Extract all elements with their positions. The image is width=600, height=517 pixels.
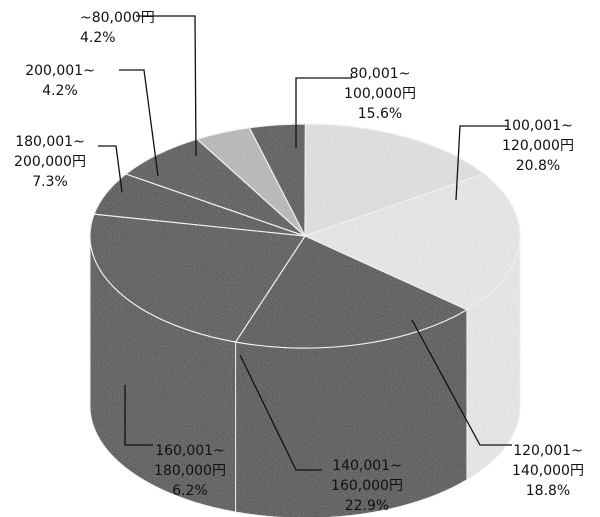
slice-range: 140,001~	[332, 458, 402, 474]
slice-range: 200,001~	[25, 63, 95, 79]
slice-label-7: 180,001~ 200,000円 7.3%	[14, 134, 86, 190]
slice-percent: 4.2%	[42, 83, 78, 99]
slice-label-2: 80,001~ 100,000円 15.6%	[344, 66, 416, 122]
slice-range: 140,000円	[512, 463, 584, 479]
pie-slice-4	[234, 235, 469, 349]
slice-label-3: 100,001~ 120,000円 20.8%	[502, 118, 574, 174]
leader-line-2	[295, 77, 352, 148]
slice-range: 160,000円	[331, 478, 403, 494]
leader-line-8	[119, 69, 159, 177]
slice-range: 100,000円	[344, 86, 416, 102]
slice-label-8: 200,001~ 4.2%	[25, 63, 95, 99]
slice-range: 160,001~	[155, 443, 225, 459]
slice-percent: 22.9%	[345, 498, 389, 514]
label-layer: ~80,000円 4.2% 80,001~ 100,000円 15.6% 100,001~…	[14, 10, 584, 514]
leader-line-6	[124, 385, 153, 446]
slice-range: 100,001~	[503, 118, 573, 134]
slice-percent: 18.8%	[526, 483, 570, 499]
slice-range: 80,001~	[350, 66, 411, 82]
leader-line-4	[411, 319, 512, 446]
slice-label-4: 120,001~ 140,000円 18.8%	[512, 443, 584, 499]
slice-range: 120,001~	[513, 443, 583, 459]
pie-slice-8	[195, 127, 306, 237]
slice-label-1: ~80,000円 4.2%	[80, 10, 155, 46]
slice-range: ~80,000円	[80, 10, 155, 26]
slice-percent: 15.6%	[358, 106, 402, 122]
leader-line-1	[136, 15, 197, 157]
slice-percent: 20.8%	[516, 158, 560, 174]
pie-slice-2	[304, 123, 486, 237]
leader-line-5	[239, 354, 322, 471]
slice-label-5: 140,001~ 160,000円 22.9%	[331, 458, 403, 514]
slice-label-6: 160,001~ 180,000円 6.2%	[154, 443, 226, 499]
leader-line-7	[98, 145, 123, 193]
slice-range: 120,000円	[502, 138, 574, 154]
slice-range: 180,000円	[154, 463, 226, 479]
slice-percent: 4.2%	[80, 30, 116, 46]
leader-line-3	[455, 125, 507, 201]
pie-slice-3	[303, 173, 521, 311]
slice-range: 180,001~	[15, 134, 85, 150]
slice-percent: 6.2%	[172, 483, 208, 499]
slice-percent: 7.3%	[32, 174, 68, 190]
slice-range: 200,000円	[14, 154, 86, 170]
pie-slice-5	[89, 213, 307, 343]
